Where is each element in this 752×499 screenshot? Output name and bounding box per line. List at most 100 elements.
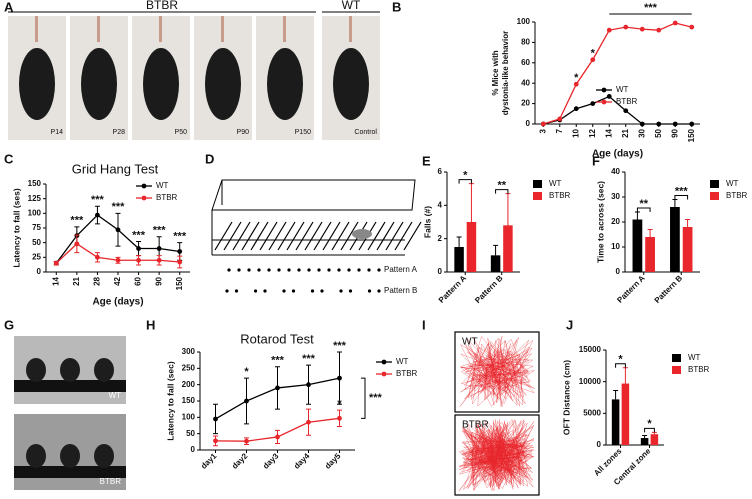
bar: [650, 434, 659, 445]
grid-diagram: Pattern A Pattern B: [211, 179, 422, 295]
photo-label: P90: [237, 129, 250, 136]
point: [672, 121, 678, 127]
panel-letter: C: [4, 151, 14, 166]
legend-dot: [141, 183, 147, 189]
photo-label: BTBR: [100, 477, 122, 486]
mouse: [94, 358, 114, 382]
tail: [159, 16, 162, 42]
y-tick-label: 25: [32, 252, 41, 261]
point: [177, 259, 183, 265]
mouse-body: [19, 48, 55, 120]
panel-letter: I: [422, 317, 426, 332]
significance-label: *: [647, 418, 652, 430]
point: [557, 116, 563, 122]
point: [573, 81, 579, 87]
significance-bracket: [615, 363, 626, 368]
x-tick-label: 28: [93, 276, 102, 285]
panel-letter: F: [592, 153, 600, 168]
legend-label: WT: [549, 179, 562, 188]
legend-swatch: [533, 180, 542, 188]
significance-label: *: [463, 170, 468, 182]
trace: [458, 419, 535, 492]
significance-label: ***: [369, 392, 383, 404]
legend-swatch: [672, 366, 681, 374]
legend-label: WT: [616, 85, 629, 94]
x-tick-label: day2: [230, 451, 250, 471]
y-tick-label: 50: [186, 429, 195, 438]
y-tick-label: 0: [191, 445, 196, 454]
significance-label: ***: [153, 225, 167, 237]
panel-letter: A: [4, 0, 14, 14]
pattern-dot: [327, 268, 331, 272]
pattern-dot: [317, 268, 321, 272]
x-tick-label: 150: [687, 128, 696, 142]
panel-letter: D: [205, 151, 214, 166]
panel-letter: J: [566, 317, 573, 332]
photo-label: P50: [175, 129, 188, 136]
significance-label: *: [244, 366, 249, 378]
point: [213, 416, 218, 422]
chart: 0 10 20 30 40 Pattern A Pattern B Time to acros…: [595, 167, 747, 305]
mouse: [26, 444, 46, 468]
legend-label: WT: [726, 179, 739, 188]
pattern-dot: [263, 289, 267, 293]
point: [606, 27, 612, 33]
x-tick-label: 3: [538, 128, 547, 133]
point: [115, 227, 121, 233]
pattern-dot: [277, 268, 281, 272]
pattern-dot: [339, 289, 343, 293]
tail: [221, 16, 224, 42]
series-line: [543, 95, 692, 125]
arena-label: BTBR: [462, 420, 489, 431]
pattern-dot: [297, 268, 301, 272]
y-tick-label: 15000: [579, 345, 602, 354]
x-tick-label: 90: [670, 128, 679, 137]
legend-dot: [381, 371, 387, 377]
grid-bar: [322, 221, 341, 251]
rod: [14, 466, 126, 478]
y-tick-label: 80: [521, 38, 530, 47]
tail: [35, 16, 38, 42]
x-tick-label: day5: [323, 451, 343, 471]
mouse: [60, 444, 80, 468]
x-tick-label: 21: [621, 128, 630, 137]
pattern-dot: [257, 268, 261, 272]
photo-label: Control: [354, 129, 377, 136]
tail: [283, 16, 286, 42]
significance-label: ***: [333, 340, 347, 352]
y-tick-label: 75: [32, 223, 41, 232]
x-tick-label: Pattern B: [473, 273, 505, 305]
error-bar: [613, 390, 619, 400]
point: [156, 257, 162, 263]
pattern-dot: [291, 289, 296, 293]
point: [639, 121, 645, 127]
mouse-body: [205, 48, 241, 120]
x-tick-label: 60: [134, 276, 143, 285]
tail: [349, 16, 352, 42]
point: [95, 212, 100, 218]
y-tick-label: 0: [616, 267, 621, 276]
trace-panel-i: WT BTBR: [454, 331, 540, 496]
pattern-dot: [310, 289, 315, 293]
legend-swatch: [672, 354, 681, 362]
significance-bracket: [636, 207, 651, 212]
bar: [682, 227, 693, 272]
legend-label: BTBR: [726, 191, 748, 200]
legend-swatch: [710, 192, 719, 200]
point: [689, 121, 695, 127]
mouse: [26, 358, 46, 382]
pattern-dot: [267, 268, 271, 272]
point: [213, 438, 218, 444]
pattern-dot: [348, 289, 353, 293]
grid-bar: [403, 221, 422, 251]
cage-outline: [211, 179, 416, 256]
legend-swatch: [533, 192, 542, 200]
pattern-dot: [237, 268, 241, 272]
point: [115, 257, 121, 263]
significance-bracket: [674, 195, 689, 200]
grid-bar: [313, 221, 332, 251]
legend-label: BTBR: [688, 365, 710, 374]
rod: [14, 380, 126, 392]
significance-label: ***: [91, 194, 105, 206]
